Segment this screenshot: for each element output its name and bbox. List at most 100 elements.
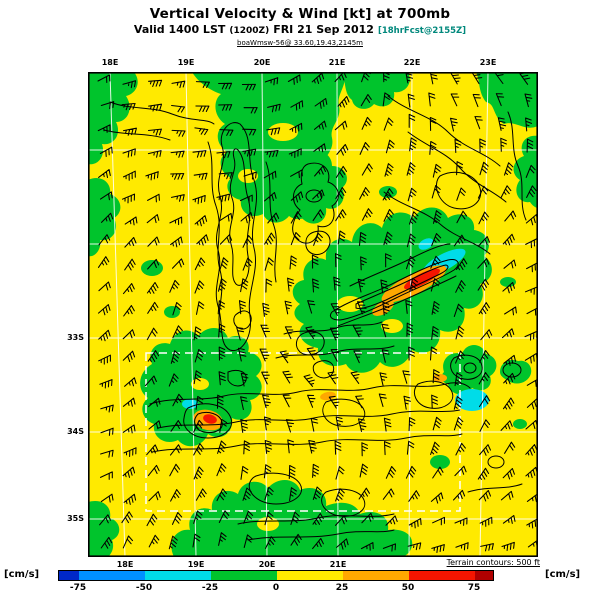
wind-barb (97, 124, 111, 133)
wind-barb (431, 394, 439, 409)
valid-date: FRI 21 Sep 2012 (273, 23, 374, 36)
wind-barb (402, 370, 411, 384)
lee-wave-lift-streak (433, 374, 447, 382)
wind-barb (168, 373, 179, 387)
strong-sink-patch (182, 399, 198, 409)
wind-barb (219, 212, 233, 222)
wind-barb (382, 188, 394, 201)
negative-velocity-region (500, 360, 532, 384)
wind-barb (406, 233, 416, 248)
wind-barb (408, 417, 416, 432)
wind-barb (403, 395, 411, 410)
wind-barb (382, 301, 390, 316)
wind-barb (218, 346, 226, 361)
wind-barb (171, 129, 186, 137)
wind-barb (147, 258, 160, 270)
wind-barb (432, 466, 444, 479)
wind-barb (240, 278, 249, 293)
wind-barb (383, 117, 394, 131)
wind-barb (289, 255, 297, 270)
grid-line (408, 72, 413, 557)
wind-barb (335, 165, 348, 179)
wind-barb (122, 350, 136, 363)
wind-barb (170, 236, 183, 248)
wind-barb (169, 279, 180, 293)
wind-barb (501, 328, 515, 339)
wind-barb (147, 350, 160, 363)
wind-barb (335, 466, 345, 480)
wind-barb (259, 348, 270, 362)
wind-barb (121, 193, 136, 204)
wind-barb (290, 533, 302, 546)
colorbar-tick-label: 50 (401, 583, 415, 593)
wind-barb (502, 397, 515, 410)
positive-velocity-pocket (268, 123, 298, 141)
wind-barb (267, 103, 281, 113)
wind-barb (262, 394, 271, 409)
wind-barb (479, 350, 490, 363)
wind-barb (429, 346, 438, 361)
wind-barb (100, 427, 114, 436)
wind-barb (406, 162, 416, 176)
wind-barb (361, 72, 371, 83)
colorbar-tick-label: -50 (135, 583, 153, 593)
wind-barb (264, 77, 279, 86)
wind-barb (455, 280, 466, 293)
wind-barb (337, 95, 350, 108)
wind-barb (357, 278, 366, 293)
wind-barb (98, 281, 111, 292)
wind-barb (122, 329, 136, 340)
terrain-contour-line (463, 362, 477, 374)
wind-barb (383, 417, 392, 432)
wind-barb (359, 463, 369, 478)
wind-barb (385, 139, 395, 154)
wind-barb (148, 491, 161, 502)
wind-barb (453, 234, 466, 247)
wind-barb (97, 256, 110, 268)
x-tick-bottom: 21E (329, 560, 347, 569)
wind-barb (290, 231, 301, 246)
wind-barb (193, 326, 202, 341)
wind-barb (146, 327, 158, 341)
wind-barb (502, 514, 516, 524)
wind-barb (430, 492, 444, 504)
map-border (88, 72, 538, 557)
wind-barb (431, 326, 439, 341)
wind-barb (240, 418, 249, 433)
wind-barb (100, 449, 114, 458)
wind-barb (480, 543, 494, 552)
wind-barb (429, 116, 437, 132)
wind-barb (122, 170, 136, 181)
terrain-contour-line (450, 354, 483, 380)
wind-barb (429, 72, 438, 85)
wind-barb (355, 395, 364, 409)
wind-barb (500, 420, 513, 431)
x-tick-bottom: 20E (258, 560, 276, 569)
wind-barb (100, 493, 114, 503)
wind-barb (290, 511, 300, 526)
wind-barb (243, 440, 251, 455)
wind-barb (312, 463, 320, 478)
negative-velocity-region (164, 306, 180, 318)
wind-barb (456, 187, 466, 201)
wind-barb (193, 370, 202, 385)
map-plot (88, 72, 538, 557)
wind-barb (382, 543, 397, 552)
wind-barb (192, 533, 201, 548)
wind-barb (526, 261, 538, 273)
wind-barb (262, 302, 270, 317)
wind-barb (455, 258, 468, 271)
wind-barb (218, 82, 233, 90)
wind-barb (264, 439, 273, 454)
wind-barb (353, 350, 362, 364)
x-tick-bottom: 18E (116, 560, 134, 569)
wind-barb (307, 300, 316, 314)
wind-barb (261, 371, 270, 385)
wind-barb (408, 113, 416, 128)
wind-barb (240, 372, 249, 387)
forecast-tag: [18hrFcst@2155Z] (377, 26, 467, 36)
wind-barb (477, 258, 490, 269)
wind-barb (218, 510, 230, 524)
negative-velocity-region (476, 72, 538, 128)
terrain-contour-line (414, 380, 454, 409)
